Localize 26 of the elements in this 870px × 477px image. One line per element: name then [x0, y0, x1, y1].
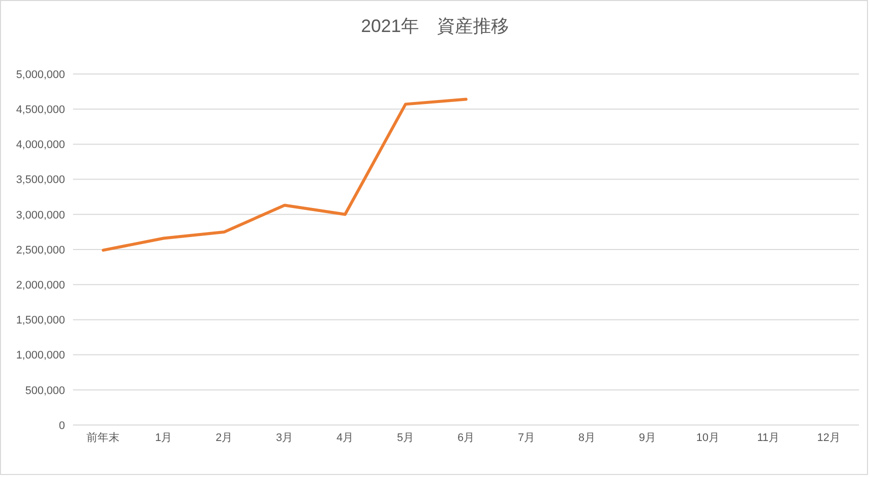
x-tick-label: 2月	[216, 432, 233, 444]
x-tick-label: 11月	[757, 432, 780, 444]
y-tick-label: 4,500,000	[16, 104, 65, 116]
x-tick-label: 8月	[578, 432, 596, 444]
chart-title: 2021年 資産推移	[360, 15, 510, 38]
x-tick-label: 9月	[638, 432, 656, 444]
y-tick-label: 3,000,000	[16, 209, 65, 222]
x-tick-label: 1月	[155, 432, 172, 444]
x-tick-label: 10月	[696, 432, 720, 444]
x-tick-label: 7月	[518, 432, 536, 444]
x-tick-label: 3月	[276, 432, 294, 444]
y-tick-label: 2,000,000	[16, 280, 65, 292]
y-tick-label: 500,000	[25, 384, 65, 397]
y-tick-label: 1,000,000	[16, 350, 65, 362]
y-tick-label: 0	[58, 420, 65, 432]
x-tick-label: 12月	[817, 432, 840, 444]
x-tick-label: 5月	[396, 432, 414, 444]
y-tick-label: 4,000,000	[16, 139, 65, 152]
x-tick-label: 前年末	[86, 430, 120, 444]
y-tick-label: 2,500,000	[16, 244, 65, 256]
x-tick-label: 4月	[336, 432, 354, 444]
line-series	[102, 98, 468, 252]
x-tick-label: 6月	[457, 432, 475, 444]
y-tick-label: 1,500,000	[16, 314, 65, 327]
y-tick-label: 5,000,000	[16, 68, 65, 81]
y-tick-label: 3,500,000	[16, 174, 65, 186]
